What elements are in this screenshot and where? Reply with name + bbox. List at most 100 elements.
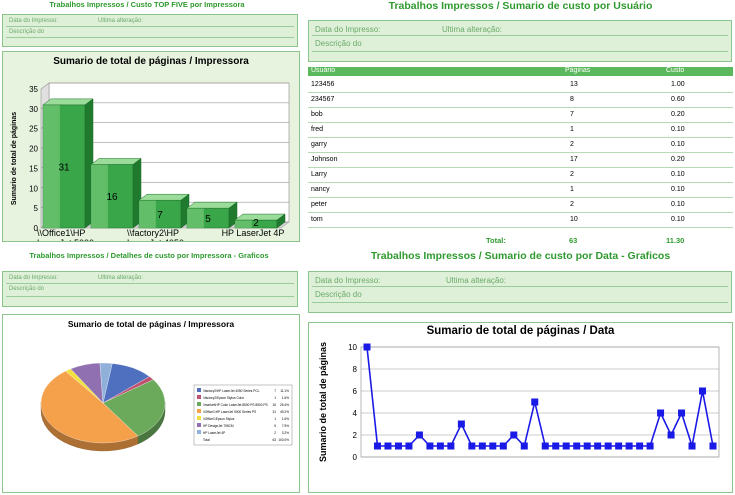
y-axis-title: Sumario de total de páginas <box>11 112 18 205</box>
bar-value-label: 5 <box>205 214 211 225</box>
bar-value-label: 7 <box>157 210 163 221</box>
bottom-left-pie-chart-card: Sumario de total de páginas / Impressora… <box>2 314 300 493</box>
description-label: Descrição do <box>9 29 45 35</box>
total-pages: 63 <box>569 236 578 245</box>
date-label: Data do Impresso: <box>9 18 59 24</box>
data-point <box>510 431 518 439</box>
line-chart-title: Sumario de total de páginas / Data <box>426 325 615 337</box>
divider <box>6 283 294 284</box>
bar-top <box>186 201 238 209</box>
cell-cost: 0.20 <box>671 111 685 118</box>
date-label: Data do Impresso: <box>315 25 381 34</box>
legend-total-value: 63 <box>272 438 276 442</box>
pie-slice <box>40 370 139 444</box>
data-point <box>583 442 591 450</box>
cell-cost: 1.00 <box>671 81 685 88</box>
bar-highlight <box>91 164 108 228</box>
data-point <box>594 442 602 450</box>
data-point <box>573 442 581 450</box>
legend-percent: 11.1% <box>280 389 289 393</box>
cell-pages: 13 <box>570 81 578 88</box>
legend-value: 5 <box>274 424 276 428</box>
data-point <box>552 442 560 450</box>
data-point <box>426 442 434 450</box>
cell-cost: 0.10 <box>671 216 685 223</box>
data-point <box>625 442 633 450</box>
table-row: fred 1 0.10 <box>308 122 733 138</box>
legend-percent: 49.2% <box>280 410 289 414</box>
bar <box>42 98 94 229</box>
bar-highlight <box>187 208 204 228</box>
top-right-report-title: Trabalhos Impressos / Sumario de custo p… <box>388 0 653 12</box>
y-tick-label: 15 <box>29 164 38 173</box>
cell-cost: 0.10 <box>671 201 685 208</box>
data-point <box>520 442 528 450</box>
table-row: peter 2 0.10 <box>308 197 733 213</box>
data-point <box>415 431 423 439</box>
data-point <box>394 442 402 450</box>
data-point <box>636 442 644 450</box>
divider <box>312 286 728 287</box>
bar-top <box>138 193 190 201</box>
legend-value: 2 <box>274 431 276 435</box>
last-change-label: Ultima alteração: <box>98 275 144 281</box>
bar <box>90 157 142 229</box>
top-left-info-box: Data do Impresso: Ultima alteração: Desc… <box>2 14 298 47</box>
cell-pages: 1 <box>570 186 574 193</box>
legend-swatch <box>197 388 201 392</box>
legend-value: 31 <box>272 410 276 414</box>
bar-highlight <box>235 220 252 228</box>
data-point <box>667 431 675 439</box>
legend-label: HP DesignJet 755CM <box>203 424 234 428</box>
cell-pages: 8 <box>570 96 574 103</box>
data-point <box>436 442 444 450</box>
cell-pages: 17 <box>570 156 578 163</box>
top-left-bar-chart-card: Sumario de total de páginas / Impressora… <box>2 51 300 242</box>
table-row: Larry 2 0.10 <box>308 167 733 183</box>
bottom-right-report-title: Trabalhos Impressos / Sumario de custo p… <box>370 250 671 262</box>
last-change-label: Ultima alteração: <box>98 18 144 24</box>
data-point <box>457 420 465 428</box>
divider <box>6 37 294 38</box>
legend-label: \\factory2\Epson Stylus Color <box>203 396 245 400</box>
pie-chart: \\factory2\HP LaserJet 4050 Series PCL 7 1… <box>40 362 293 452</box>
line-chart: 0 2 4 6 8 10 Sumario de total de páginas <box>318 342 720 462</box>
bar-highlight <box>139 200 156 228</box>
legend-label: \\Office1\HP LaserJet 5000 Series PS <box>203 410 256 414</box>
legend-swatch <box>197 423 201 427</box>
cell-pages: 1 <box>570 126 574 133</box>
total-label: Total: <box>486 236 506 245</box>
legend-total-label: Total <box>203 438 210 442</box>
y-tick-label: 8 <box>353 365 358 374</box>
y-tick-label: 4 <box>353 409 358 418</box>
legend-value: 7 <box>274 389 276 393</box>
cell-user: fred <box>311 126 324 133</box>
pie-slice <box>99 362 113 404</box>
bar <box>234 213 286 229</box>
table-row: 234567 8 0.60 <box>308 92 733 108</box>
data-point <box>646 442 654 450</box>
legend-swatch <box>197 416 201 420</box>
cell-pages: 2 <box>570 171 574 178</box>
top-left-report-title: Trabalhos Impressos / Custo TOP FIVE por… <box>49 0 245 9</box>
legend-swatch <box>197 409 201 413</box>
total-cost: 11.30 <box>666 236 685 245</box>
y-axis-title: Sumario de total de páginas <box>318 342 328 462</box>
description-label: Descrição do <box>315 39 362 48</box>
pie-slice <box>102 379 166 437</box>
cell-cost: 0.10 <box>671 171 685 178</box>
legend-total-percent: 100.0% <box>278 438 289 442</box>
bar <box>138 193 190 229</box>
y-tick-label: 20 <box>29 145 38 154</box>
legend-percent: 7.9% <box>282 424 289 428</box>
bar-highlight <box>43 104 60 228</box>
divider <box>312 35 728 36</box>
cell-user: 123456 <box>311 81 335 88</box>
y-tick-label: 0 <box>353 453 358 462</box>
data-point <box>531 398 539 406</box>
column-header-cost: Custo <box>666 67 685 74</box>
data-point <box>562 442 570 450</box>
bar-top <box>90 158 142 165</box>
